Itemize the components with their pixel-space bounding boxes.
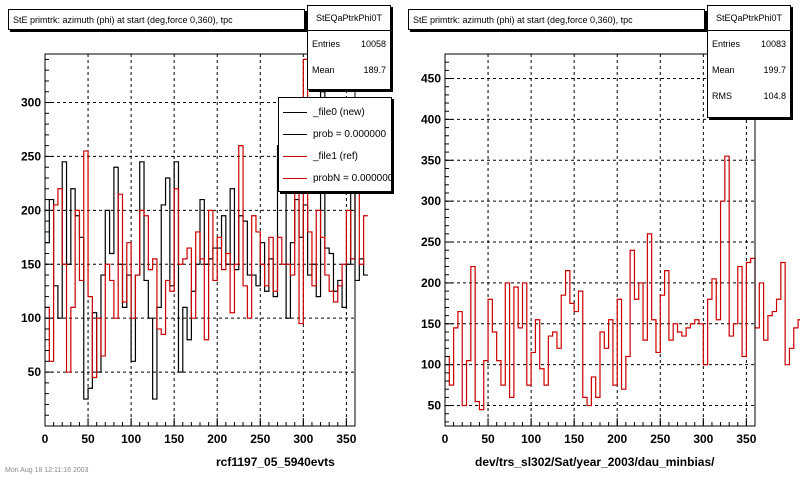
- legend-entry-file1: _file1 (ref): [279, 145, 391, 167]
- chart2-stats-name: StEQaPtrkPhi0T: [708, 6, 790, 31]
- chart2-stats-mean-row: Mean 199.7: [708, 57, 790, 83]
- y-tick-label: 200: [421, 276, 441, 290]
- chart2-title: StE primtrk: azimuth (phi) at start (deg…: [408, 9, 705, 30]
- y-tick-label: 300: [21, 96, 41, 110]
- y-tick-label: 400: [421, 112, 441, 126]
- chart1-title-text: StE primtrk: azimuth (phi) at start (deg…: [13, 15, 233, 25]
- chart2-mean-label: Mean: [712, 65, 735, 75]
- legend-entry-prob: prob = 0.000000: [279, 123, 391, 145]
- y-tick-label: 100: [21, 311, 41, 325]
- x-tick-label: 300: [693, 432, 713, 446]
- series-line--file1-ref-: [45, 58, 368, 379]
- legend-swatch-file0: [283, 111, 307, 113]
- y-tick-label: 350: [421, 153, 441, 167]
- y-tick-label: 250: [421, 235, 441, 249]
- legend-entry-probn: probN = 0.000000: [279, 167, 391, 189]
- y-tick-label: 100: [421, 358, 441, 372]
- chart1-stats-box: StEQaPtrkPhi0T Entries 10058 Mean 189.7: [307, 5, 391, 90]
- y-tick-label: 300: [421, 194, 441, 208]
- footer-date: Mon Aug 18 12:11:16 2003: [5, 467, 89, 474]
- y-tick-label: 150: [21, 257, 41, 271]
- x-tick-label: 250: [250, 432, 270, 446]
- x-tick-label: 100: [521, 432, 541, 446]
- y-tick-label: 50: [28, 365, 42, 379]
- chart1-entries-label: Entries: [312, 39, 341, 49]
- chart2-x-axis-title: dev/trs_sl302/Sat/year_2003/dau_minbias/: [475, 455, 715, 469]
- y-tick-label: 450: [421, 72, 441, 86]
- x-tick-label: 300: [293, 432, 313, 446]
- x-tick-label: 250: [650, 432, 670, 446]
- chart2-rms-label: RMS: [712, 91, 732, 101]
- chart1-stats-entries-row: Entries 10058: [308, 31, 390, 57]
- chart1-stats-mean-row: Mean 189.7: [308, 57, 390, 83]
- chart1-x-axis-title: rcf1197_05_5940evts: [216, 455, 335, 469]
- legend-label-probn: probN = 0.000000: [313, 172, 392, 184]
- chart2-stats-rms-row: RMS 104.8: [708, 83, 790, 109]
- legend-swatch-probn: [283, 177, 307, 179]
- chart2-title-text: StE primtrk: azimuth (phi) at start (deg…: [413, 15, 633, 25]
- y-tick-label: 50: [428, 399, 442, 413]
- chart1-mean-label: Mean: [312, 65, 335, 75]
- x-tick-label: 0: [442, 432, 449, 446]
- x-tick-label: 50: [81, 432, 95, 446]
- chart2-stats-box: StEQaPtrkPhi0T Entries 10083 Mean 199.7 …: [707, 5, 791, 118]
- x-tick-label: 0: [42, 432, 49, 446]
- x-tick-label: 50: [481, 432, 495, 446]
- series-line--file0-new-: [45, 91, 368, 400]
- chart1-stats-name: StEQaPtrkPhi0T: [308, 6, 390, 31]
- legend-swatch-prob: [283, 133, 307, 135]
- y-tick-label: 250: [21, 149, 41, 163]
- x-tick-label: 150: [164, 432, 184, 446]
- legend-label-file0: _file0 (new): [313, 106, 365, 118]
- y-tick-label: 150: [421, 317, 441, 331]
- chart2-stats-entries-row: Entries 10083: [708, 31, 790, 57]
- chart1-title: StE primtrk: azimuth (phi) at start (deg…: [8, 9, 305, 30]
- legend-swatch-file1: [283, 155, 307, 157]
- chart2-entries-value: 10083: [760, 39, 786, 49]
- x-tick-label: 200: [207, 432, 227, 446]
- chart1-legend: _file0 (new) prob = 0.000000 _file1 (ref…: [278, 97, 392, 192]
- x-tick-label: 100: [121, 432, 141, 446]
- x-tick-label: 200: [607, 432, 627, 446]
- chart2-rms-value: 104.8: [763, 91, 786, 101]
- chart1-entries-value: 10058: [360, 39, 386, 49]
- legend-label-prob: prob = 0.000000: [313, 128, 387, 140]
- legend-label-file1: _file1 (ref): [313, 150, 359, 162]
- chart2-mean-value: 199.7: [763, 65, 786, 75]
- chart2: 0 50 100 150 200 250 300 350 50 100 150 200 250 300 35…: [421, 53, 800, 446]
- x-tick-label: 150: [564, 432, 584, 446]
- chart1-mean-value: 189.7: [363, 65, 386, 75]
- x-tick-label: 350: [736, 432, 756, 446]
- legend-entry-file0: _file0 (new): [279, 101, 391, 123]
- x-tick-label: 350: [336, 432, 356, 446]
- y-tick-label: 200: [21, 203, 41, 217]
- series-line--file1-ref-: [445, 155, 800, 411]
- chart2-entries-label: Entries: [712, 39, 741, 49]
